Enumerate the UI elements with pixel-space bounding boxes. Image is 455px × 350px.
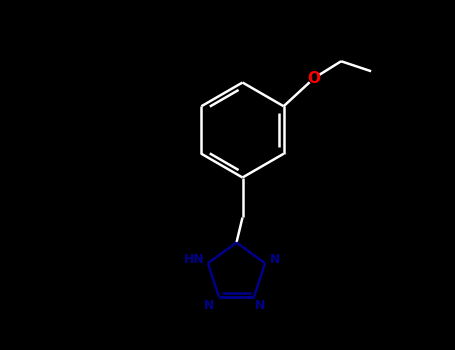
Text: O: O	[307, 71, 320, 86]
Text: HN: HN	[184, 253, 204, 266]
Text: N: N	[255, 299, 265, 312]
Text: N: N	[204, 299, 214, 312]
Text: N: N	[270, 253, 280, 266]
